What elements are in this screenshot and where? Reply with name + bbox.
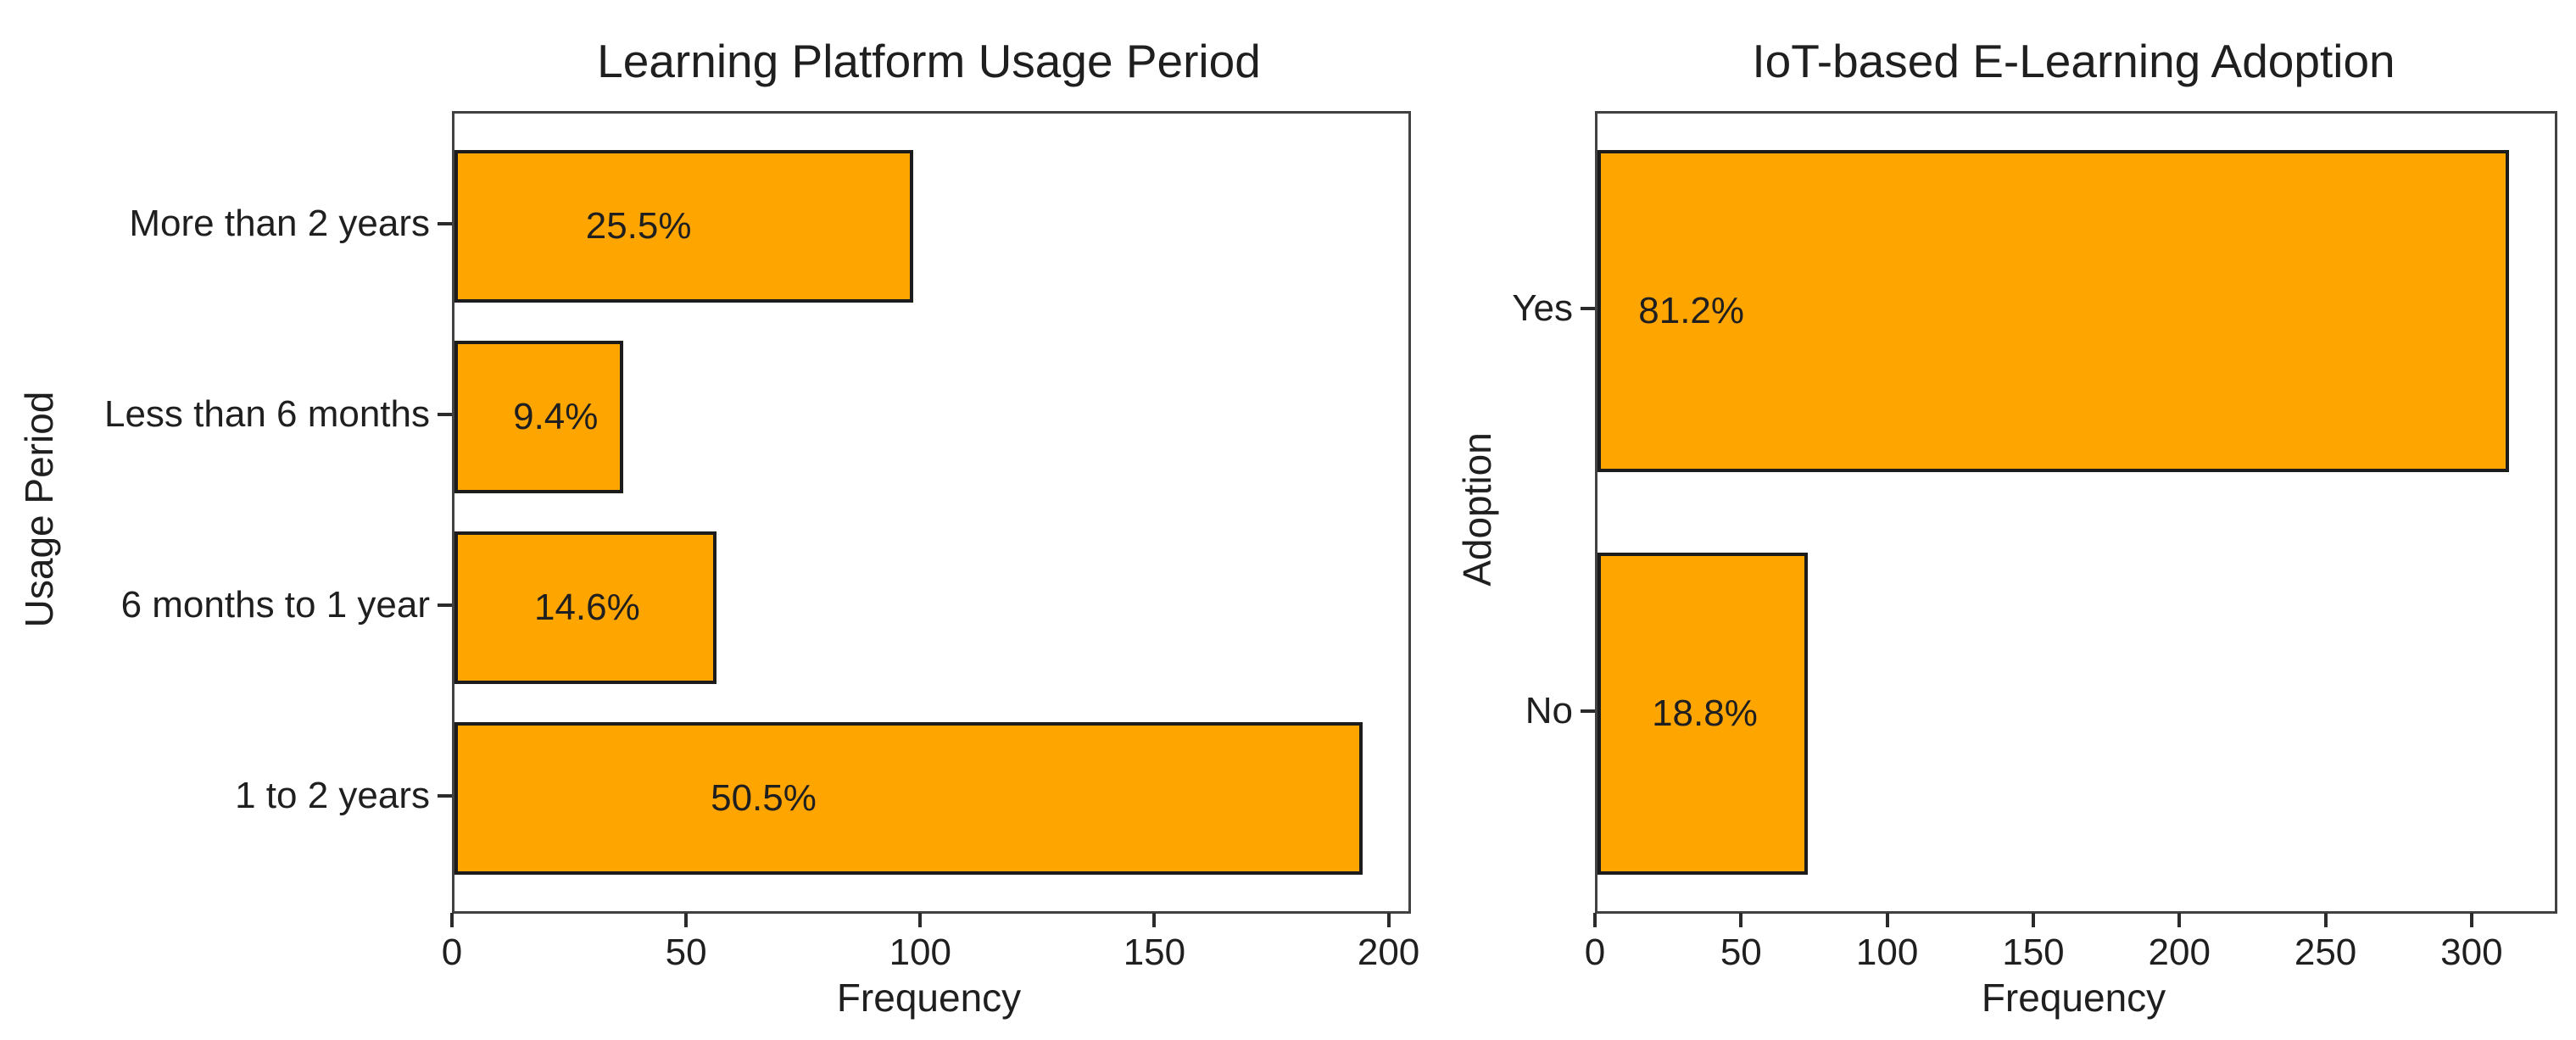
x-tick-mark — [684, 913, 689, 927]
x-tick-mark — [1593, 913, 1597, 927]
bar-value-label: 50.5% — [711, 777, 817, 820]
x-tick-mark — [918, 913, 923, 927]
chart-title: Learning Platform Usage Period — [597, 35, 1261, 87]
x-tick-label: 150 — [1123, 932, 1186, 973]
x-tick-mark — [2323, 913, 2328, 927]
x-tick-mark — [1386, 913, 1391, 927]
y-tick-label: Yes — [1512, 286, 1573, 329]
y-tick-mark — [1581, 709, 1595, 714]
y-tick-mark — [438, 603, 452, 608]
y-axis-label: Adoption — [1455, 432, 1499, 587]
y-tick-mark — [438, 412, 452, 416]
y-tick-label: 1 to 2 years — [235, 775, 430, 817]
x-axis-label: Frequency — [1981, 976, 2166, 1020]
chart-iot-elearning-adoption: IoT-based E-Learning Adoption Adoption 8… — [1455, 0, 2576, 1040]
x-tick-mark — [1152, 913, 1157, 927]
x-tick-label: 0 — [1584, 932, 1606, 973]
chart-learning-platform-usage-period: Learning Platform Usage Period Usage Per… — [17, 35, 1420, 1020]
bar-value-label: 14.6% — [533, 587, 640, 629]
x-tick-label: 200 — [1357, 932, 1420, 973]
x-tick-mark — [1885, 913, 1889, 927]
bar-1-to-2-years — [454, 722, 1363, 876]
bar-value-label: 81.2% — [1638, 289, 1745, 331]
x-tick-label: 50 — [1720, 932, 1762, 973]
bar-value-label: 18.8% — [1652, 692, 1758, 735]
y-tick-mark — [1581, 306, 1595, 310]
x-tick-label: 100 — [1855, 932, 1919, 973]
x-tick-mark — [2031, 913, 2035, 927]
y-tick-label: More than 2 years — [129, 202, 430, 244]
x-axis-label: Frequency — [836, 976, 1022, 1020]
y-tick-label: 6 months to 1 year — [120, 584, 430, 626]
bar-value-label: 25.5% — [585, 204, 692, 247]
bar-yes — [1597, 149, 2510, 472]
x-tick-label: 0 — [441, 932, 463, 973]
bar-no — [1597, 553, 1809, 876]
bar-value-label: 9.4% — [513, 395, 599, 437]
x-tick-label: 250 — [2294, 932, 2357, 973]
x-tick-label: 100 — [889, 932, 951, 973]
x-tick-mark — [2177, 913, 2182, 927]
y-tick-label: No — [1525, 690, 1573, 732]
x-tick-label: 300 — [2440, 932, 2503, 973]
plot-area: 81.2% 18.8% — [1595, 111, 2557, 914]
bar-more-than-2-years — [454, 149, 914, 303]
bar-less-than-6-months — [454, 340, 623, 493]
plot-area: 25.5% 9.4% 14.6% 50.5% — [452, 111, 1411, 914]
y-tick-mark — [438, 221, 452, 225]
x-tick-label: 150 — [2002, 932, 2065, 973]
bar-6-months-to-1-year — [454, 531, 717, 685]
chart-title: IoT-based E-Learning Adoption — [1752, 35, 2395, 87]
x-tick-mark — [1739, 913, 1743, 927]
x-tick-label: 50 — [665, 932, 707, 973]
x-tick-label: 200 — [2148, 932, 2211, 973]
x-tick-mark — [2469, 913, 2473, 927]
y-tick-mark — [438, 794, 452, 798]
x-tick-mark — [450, 913, 454, 927]
y-tick-label: Less than 6 months — [103, 392, 430, 435]
